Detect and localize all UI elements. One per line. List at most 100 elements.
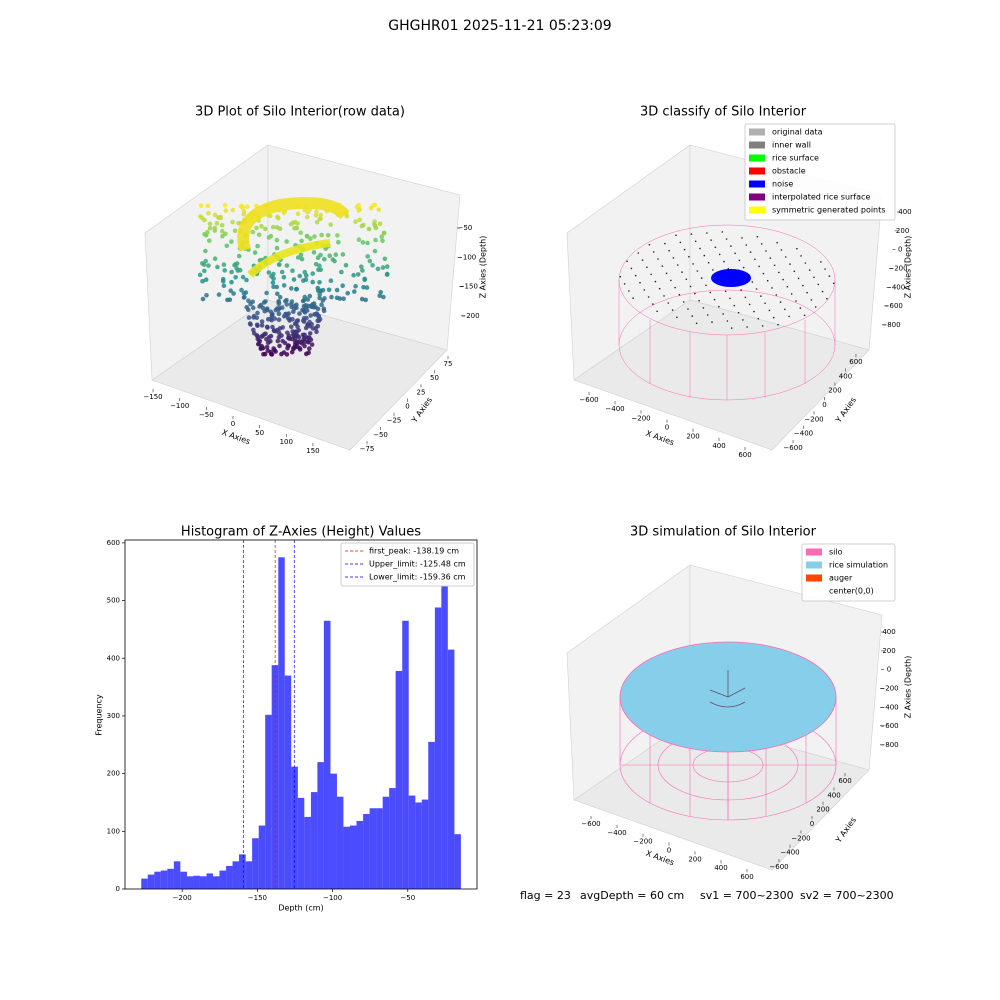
- z-tick-label: 200: [882, 647, 895, 655]
- grid-dot: [808, 269, 811, 271]
- z-tick-label: −400: [886, 283, 905, 291]
- cloud-point: [232, 228, 238, 233]
- x-tick-label: −200: [173, 894, 192, 902]
- grid-dot: [742, 319, 744, 321]
- histogram-bar: [415, 802, 422, 889]
- grid-dot: [652, 303, 654, 305]
- grid-dot: [690, 233, 693, 235]
- cloud-point: [247, 321, 253, 326]
- cloud-point: [255, 243, 260, 249]
- cloud-point: [291, 277, 297, 282]
- grid-dot: [755, 288, 758, 290]
- cloud-point: [368, 205, 374, 211]
- cloud-point: [359, 223, 365, 229]
- x-tick-label: −400: [607, 829, 626, 837]
- axes-title: 3D simulation of Silo Interior: [630, 525, 817, 540]
- grid-dot: [760, 243, 763, 245]
- grid-dot: [779, 301, 782, 303]
- grid-dot: [707, 261, 710, 264]
- cloud-point: [353, 284, 358, 289]
- grid-dot: [803, 314, 806, 317]
- z-tick-label: −400: [879, 703, 898, 711]
- x-tick-label: −600: [579, 396, 598, 404]
- grid-dot: [721, 231, 724, 233]
- cloud-point: [264, 324, 270, 330]
- histogram-bar: [421, 799, 429, 889]
- histogram-bar: [186, 876, 194, 889]
- cloud-point: [373, 237, 378, 243]
- x-tick-label: 50: [255, 429, 264, 437]
- grid-dot: [762, 272, 765, 275]
- grid-dot: [630, 267, 633, 270]
- z-axis-label: Z Axies (Depth): [904, 656, 913, 719]
- cloud-point: [270, 224, 276, 230]
- cloud-point: [251, 331, 257, 336]
- x-tick-label: 200: [688, 855, 701, 863]
- cloud-point: [316, 313, 322, 319]
- cloud-point: [274, 237, 280, 243]
- cloud-point: [356, 208, 362, 213]
- cloud-point: [233, 275, 238, 280]
- cloud-point: [229, 279, 234, 285]
- x-tick-label: −150: [248, 894, 267, 902]
- cloud-point: [241, 295, 247, 300]
- cloud-point: [362, 276, 368, 282]
- y-tick-label: 600: [849, 358, 862, 366]
- histogram-bar: [199, 876, 207, 889]
- cloud-point: [259, 223, 264, 229]
- cloud-point: [288, 222, 294, 227]
- z-axis-label: Z Axies (Depth): [904, 236, 913, 299]
- cloud-point: [277, 294, 283, 300]
- y-tick-label: −600: [769, 863, 788, 871]
- cloud-point: [265, 307, 270, 313]
- cloud-point: [283, 298, 288, 304]
- grid-dot: [722, 313, 724, 315]
- grid-dot: [804, 262, 807, 264]
- legend-label: Lower_limit: -159.36 cm: [369, 573, 466, 582]
- cloud-point: [275, 291, 280, 297]
- cloud-point: [334, 295, 340, 301]
- histogram-bar: [434, 607, 442, 889]
- grid-dot: [772, 316, 775, 319]
- cloud-point: [206, 210, 211, 216]
- grid-dot: [761, 325, 764, 327]
- cloud-point: [381, 230, 387, 236]
- grid-dot: [824, 268, 826, 270]
- cloud-point: [283, 311, 289, 317]
- legend-label: rice surface: [772, 154, 819, 163]
- histogram-bar: [382, 796, 390, 889]
- cloud-point: [255, 323, 260, 329]
- grid-dot: [766, 279, 769, 282]
- grid-dot: [643, 289, 646, 291]
- grid-dot: [699, 247, 701, 250]
- grid-dot: [817, 283, 820, 286]
- grid-dot: [709, 291, 712, 294]
- legend-label: symmetric generated points: [772, 206, 885, 215]
- cloud-point: [297, 311, 302, 316]
- footer-text: avgDepth = 60 cm: [580, 889, 684, 902]
- cloud-point: [212, 256, 218, 262]
- legend-swatch: [749, 141, 765, 149]
- z-tick-label: 400: [882, 628, 895, 636]
- x-tick-label: −50: [199, 411, 214, 419]
- y-tick-label: 200: [816, 806, 829, 814]
- grid-dot: [676, 264, 679, 266]
- grid-dot: [744, 296, 747, 299]
- legend-swatch: [806, 587, 822, 595]
- cloud-point: [244, 277, 249, 283]
- cloud-point: [376, 207, 382, 212]
- cloud-point: [276, 317, 282, 323]
- legend-label: center(0,0): [829, 587, 874, 596]
- grid-dot: [832, 282, 835, 285]
- cloud-point: [359, 264, 364, 270]
- grid-dot: [724, 290, 727, 293]
- cloud-point: [258, 345, 264, 351]
- cloud-point: [315, 285, 321, 291]
- cloud-point: [256, 232, 262, 238]
- axes-frame: [124, 539, 478, 890]
- grid-dot: [648, 243, 651, 246]
- cloud-point: [205, 203, 211, 209]
- grid-dot: [786, 285, 789, 288]
- cloud-point: [364, 285, 370, 290]
- cloud-point: [380, 265, 386, 270]
